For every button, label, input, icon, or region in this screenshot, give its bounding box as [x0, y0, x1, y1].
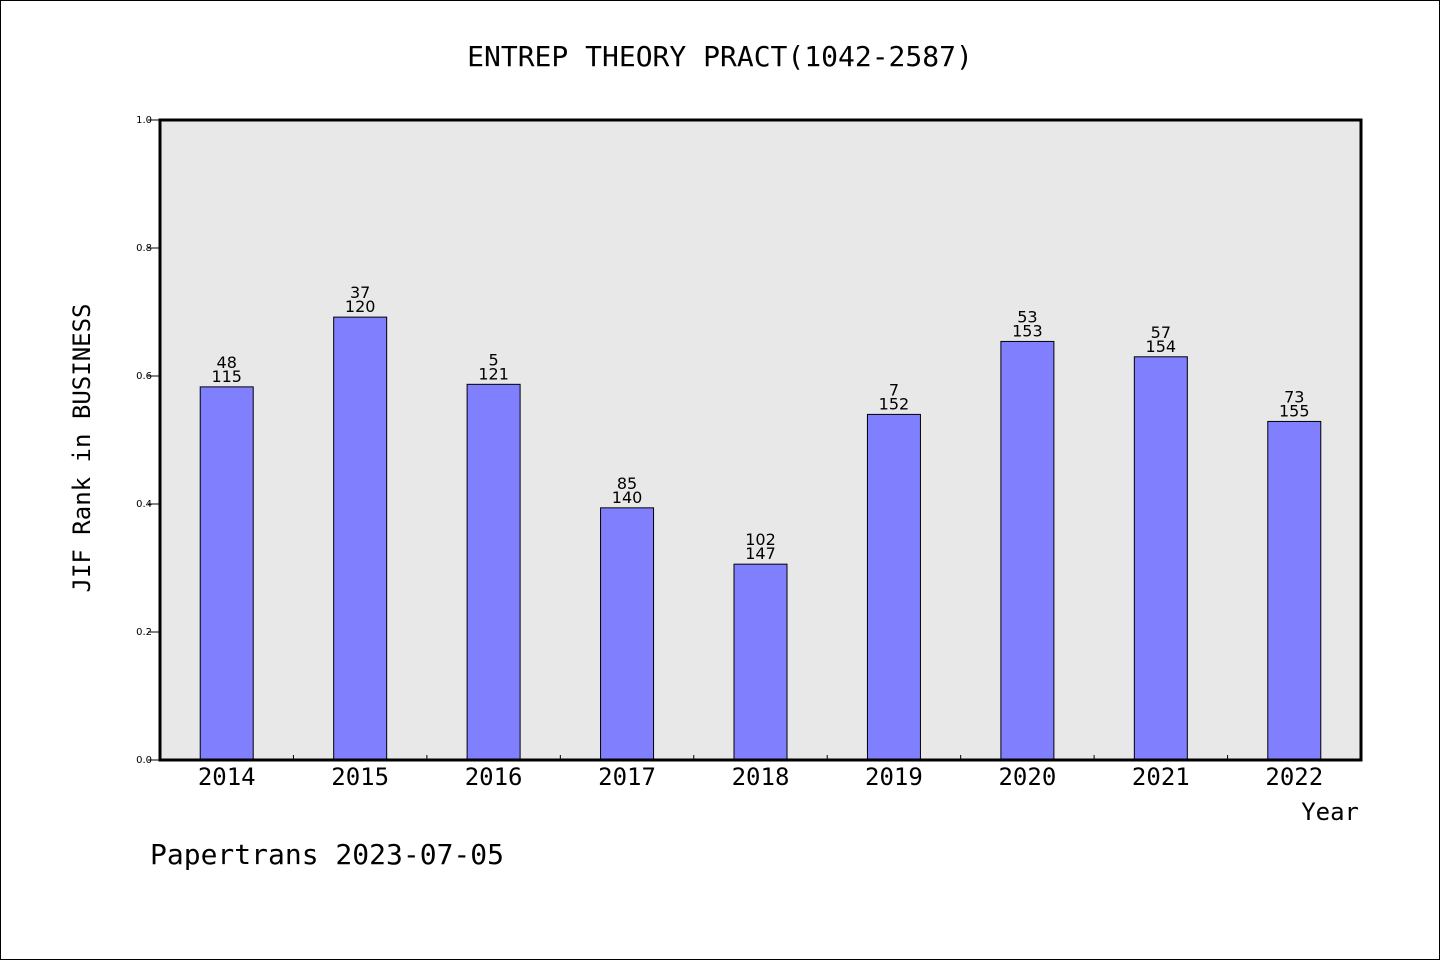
x-tick-label: 2022: [1265, 763, 1323, 791]
y-tick-label: 0.4: [136, 499, 152, 510]
bar-total-label: 140: [612, 488, 643, 507]
x-tick-label: 2021: [1132, 763, 1190, 791]
plot-border: [158, 118, 1363, 762]
bar-2020: [1000, 340, 1055, 761]
bar-rank-label: 5: [489, 350, 499, 369]
bar-total-label: 121: [478, 364, 509, 383]
y-tick-label: 0.6: [136, 371, 152, 382]
bar-rank-label: 73: [1284, 387, 1304, 406]
bar-rank-label: 57: [1151, 323, 1171, 342]
bar-2015: [333, 316, 388, 761]
y-axis-title: JIF Rank in BUSINESS: [68, 304, 96, 593]
bar-2017: [600, 507, 655, 761]
x-tick-label: 2020: [998, 763, 1056, 791]
bar-rank-label: 53: [1017, 307, 1037, 326]
bar-rank-label: 48: [217, 353, 237, 372]
x-tick-label: 2017: [598, 763, 656, 791]
y-tick-label: 0.2: [136, 627, 152, 638]
bar-2014: [199, 386, 254, 761]
bar-rank-label: 7: [889, 380, 899, 399]
bar-2016: [466, 383, 521, 761]
bar-2018: [733, 563, 788, 761]
x-tick-label: 2016: [465, 763, 523, 791]
x-tick-label: 2014: [198, 763, 256, 791]
bar-total-label: 153: [1012, 321, 1043, 340]
bar-total-label: 115: [211, 367, 242, 386]
bar-rank-label: 102: [745, 530, 776, 549]
bar-total-label: 152: [879, 394, 910, 413]
x-tick-label: 2019: [865, 763, 923, 791]
bar-total-label: 154: [1146, 337, 1177, 356]
y-tick-label: 0.0: [136, 755, 152, 766]
bar-total-label: 155: [1279, 401, 1310, 420]
bar-2022: [1267, 420, 1322, 761]
bar-2021: [1133, 356, 1188, 761]
y-tick-label: 1.0: [136, 115, 152, 126]
bar-total-label: 120: [345, 297, 376, 316]
x-tick-label: 2018: [732, 763, 790, 791]
bar-rank-label: 37: [350, 283, 370, 302]
y-tick-label: 0.8: [136, 243, 152, 254]
bar-2019: [866, 413, 921, 761]
x-axis-title: Year: [1301, 798, 1359, 826]
x-axis: 2014 2015 2016 2017 2018 2019 2020 2021 2022: [198, 755, 1323, 791]
footer-text: Papertrans 2023-07-05: [150, 838, 504, 871]
y-axis: 0.0 0.2 0.4 0.6 0.8 1.0: [136, 115, 160, 766]
chart-title: ENTREP THEORY PRACT(1042-2587): [467, 40, 973, 73]
bar-rank-label: 85: [617, 474, 637, 493]
bar-total-label: 147: [745, 544, 776, 563]
x-tick-label: 2015: [331, 763, 389, 791]
